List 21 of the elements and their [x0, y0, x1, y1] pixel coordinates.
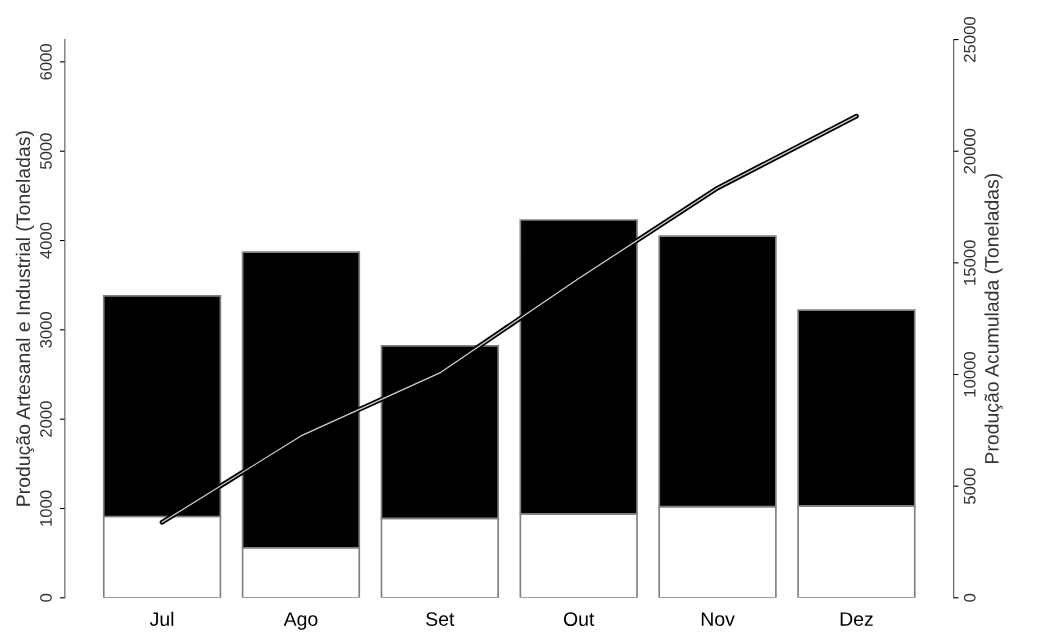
y-tick-label: 5000	[40, 133, 52, 170]
y2-axis-title: Produção Acumulada (Toneladas)	[984, 173, 1003, 463]
x-tick-label: Nov	[701, 612, 735, 626]
y-axis-title: Produção Artesanal e Industrial (Toneladas)	[15, 131, 35, 506]
x-tick-label: Out	[563, 612, 595, 626]
y2-tick-label: 0	[963, 593, 976, 602]
y-tick-label: 2000	[40, 401, 52, 437]
y-tick-label: 1000	[40, 490, 52, 526]
y2-tick-label: 15000	[963, 240, 976, 285]
y2-tick-label: 20000	[963, 128, 976, 174]
y2-tick-label: 5000	[963, 468, 976, 505]
y2-tick-label: 25000	[963, 17, 976, 62]
x-tick-label: Jul	[149, 611, 174, 626]
x-tick-label: Set	[426, 612, 455, 626]
y2-tick-label: 10000	[963, 351, 976, 397]
y-tick-label: 6000	[40, 44, 52, 80]
y-tick-label: 0	[40, 593, 52, 602]
y-tick-label: 3000	[40, 311, 52, 348]
x-tick-label: Ago	[283, 612, 318, 630]
y-tick-label: 4000	[40, 222, 52, 259]
x-tick-label: Dez	[840, 612, 873, 626]
